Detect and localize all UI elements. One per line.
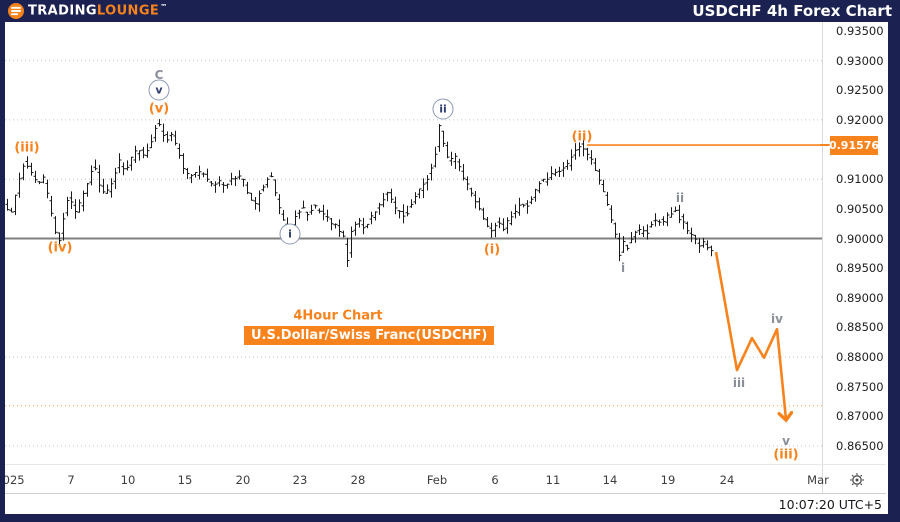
time-tick-label: 10 [120,473,136,487]
price-tick-label: 0.92500 [836,83,884,98]
left-border [0,22,5,514]
time-tick-label: Feb [426,473,448,487]
brand-logo: TRADINGLOUNGE™ [0,3,168,19]
settings-gear-icon[interactable] [849,472,865,488]
price-tick-label: 0.89000 [836,290,884,305]
time-tick-label: Mar [807,473,829,487]
price-tick-label: 0.90000 [836,231,884,246]
last-price-label: 0.91576 [829,136,879,155]
logo-text-trading: TRADING [28,3,97,19]
header-bar: TRADINGLOUNGE™ USDCHF 4h Forex Chart [0,0,900,22]
price-tick-label: 0.88000 [836,350,884,365]
time-tick-label: 19 [660,473,676,487]
logo-text-lounge: LOUNGE [96,3,160,19]
clock-text: 10:07:20 UTC+5 [778,496,882,512]
status-row-separator [5,493,886,494]
tradinglounge-logo-icon [8,3,24,19]
ohlc-price-bars [5,119,714,267]
last-price-line [820,144,830,146]
price-tick-label: 0.92000 [836,112,884,127]
price-tick-label: 0.93500 [836,24,884,38]
time-axis-separator [5,464,886,465]
logo-text: TRADINGLOUNGE™ [28,3,168,19]
chart-title: USDCHF 4h Forex Chart [692,1,892,20]
time-tick-label: 14 [602,473,618,487]
price-chart-plot[interactable] [5,22,822,464]
instrument-label: U.S.Dollar/Swiss Franc(USDCHF) [244,326,495,345]
price-axis[interactable]: 0.93500 0.93000 0.92500 0.92000 0.91000 0.905… [822,22,888,464]
price-tick-label: 0.86500 [836,439,884,453]
price-tick-label: 0.91000 [836,172,884,187]
time-tick-label: 7 [67,473,75,487]
price-tick-label: 0.89500 [836,261,884,276]
logo-trademark: ™ [160,3,168,12]
timeframe-label: 4Hour Chart [293,308,383,324]
price-tick-label: 0.87500 [836,379,884,394]
price-tick-label: 0.88500 [836,320,884,335]
price-axis-separator [822,22,823,493]
price-tick-label: 0.93000 [836,53,884,68]
time-tick-label: 24 [719,473,735,487]
time-tick-label: 11 [545,473,561,487]
time-tick-label: 20 [235,473,251,487]
status-bar: 10:07:20 UTC+5 [0,494,886,514]
forecast-projection-path [714,251,786,419]
time-tick-label: 28 [350,473,366,487]
right-border [888,22,900,514]
time-tick-label: 2025 [0,473,25,487]
bottom-border [0,514,900,522]
price-tick-label: 0.90500 [836,201,884,216]
time-axis[interactable]: 2025 7 10 15 20 23 28 Feb 6 11 14 19 24 Mar [0,464,886,493]
time-tick-label: 15 [177,473,193,487]
time-tick-label: 6 [491,473,499,487]
price-tick-label: 0.87000 [836,409,884,424]
time-tick-label: 23 [292,473,308,487]
